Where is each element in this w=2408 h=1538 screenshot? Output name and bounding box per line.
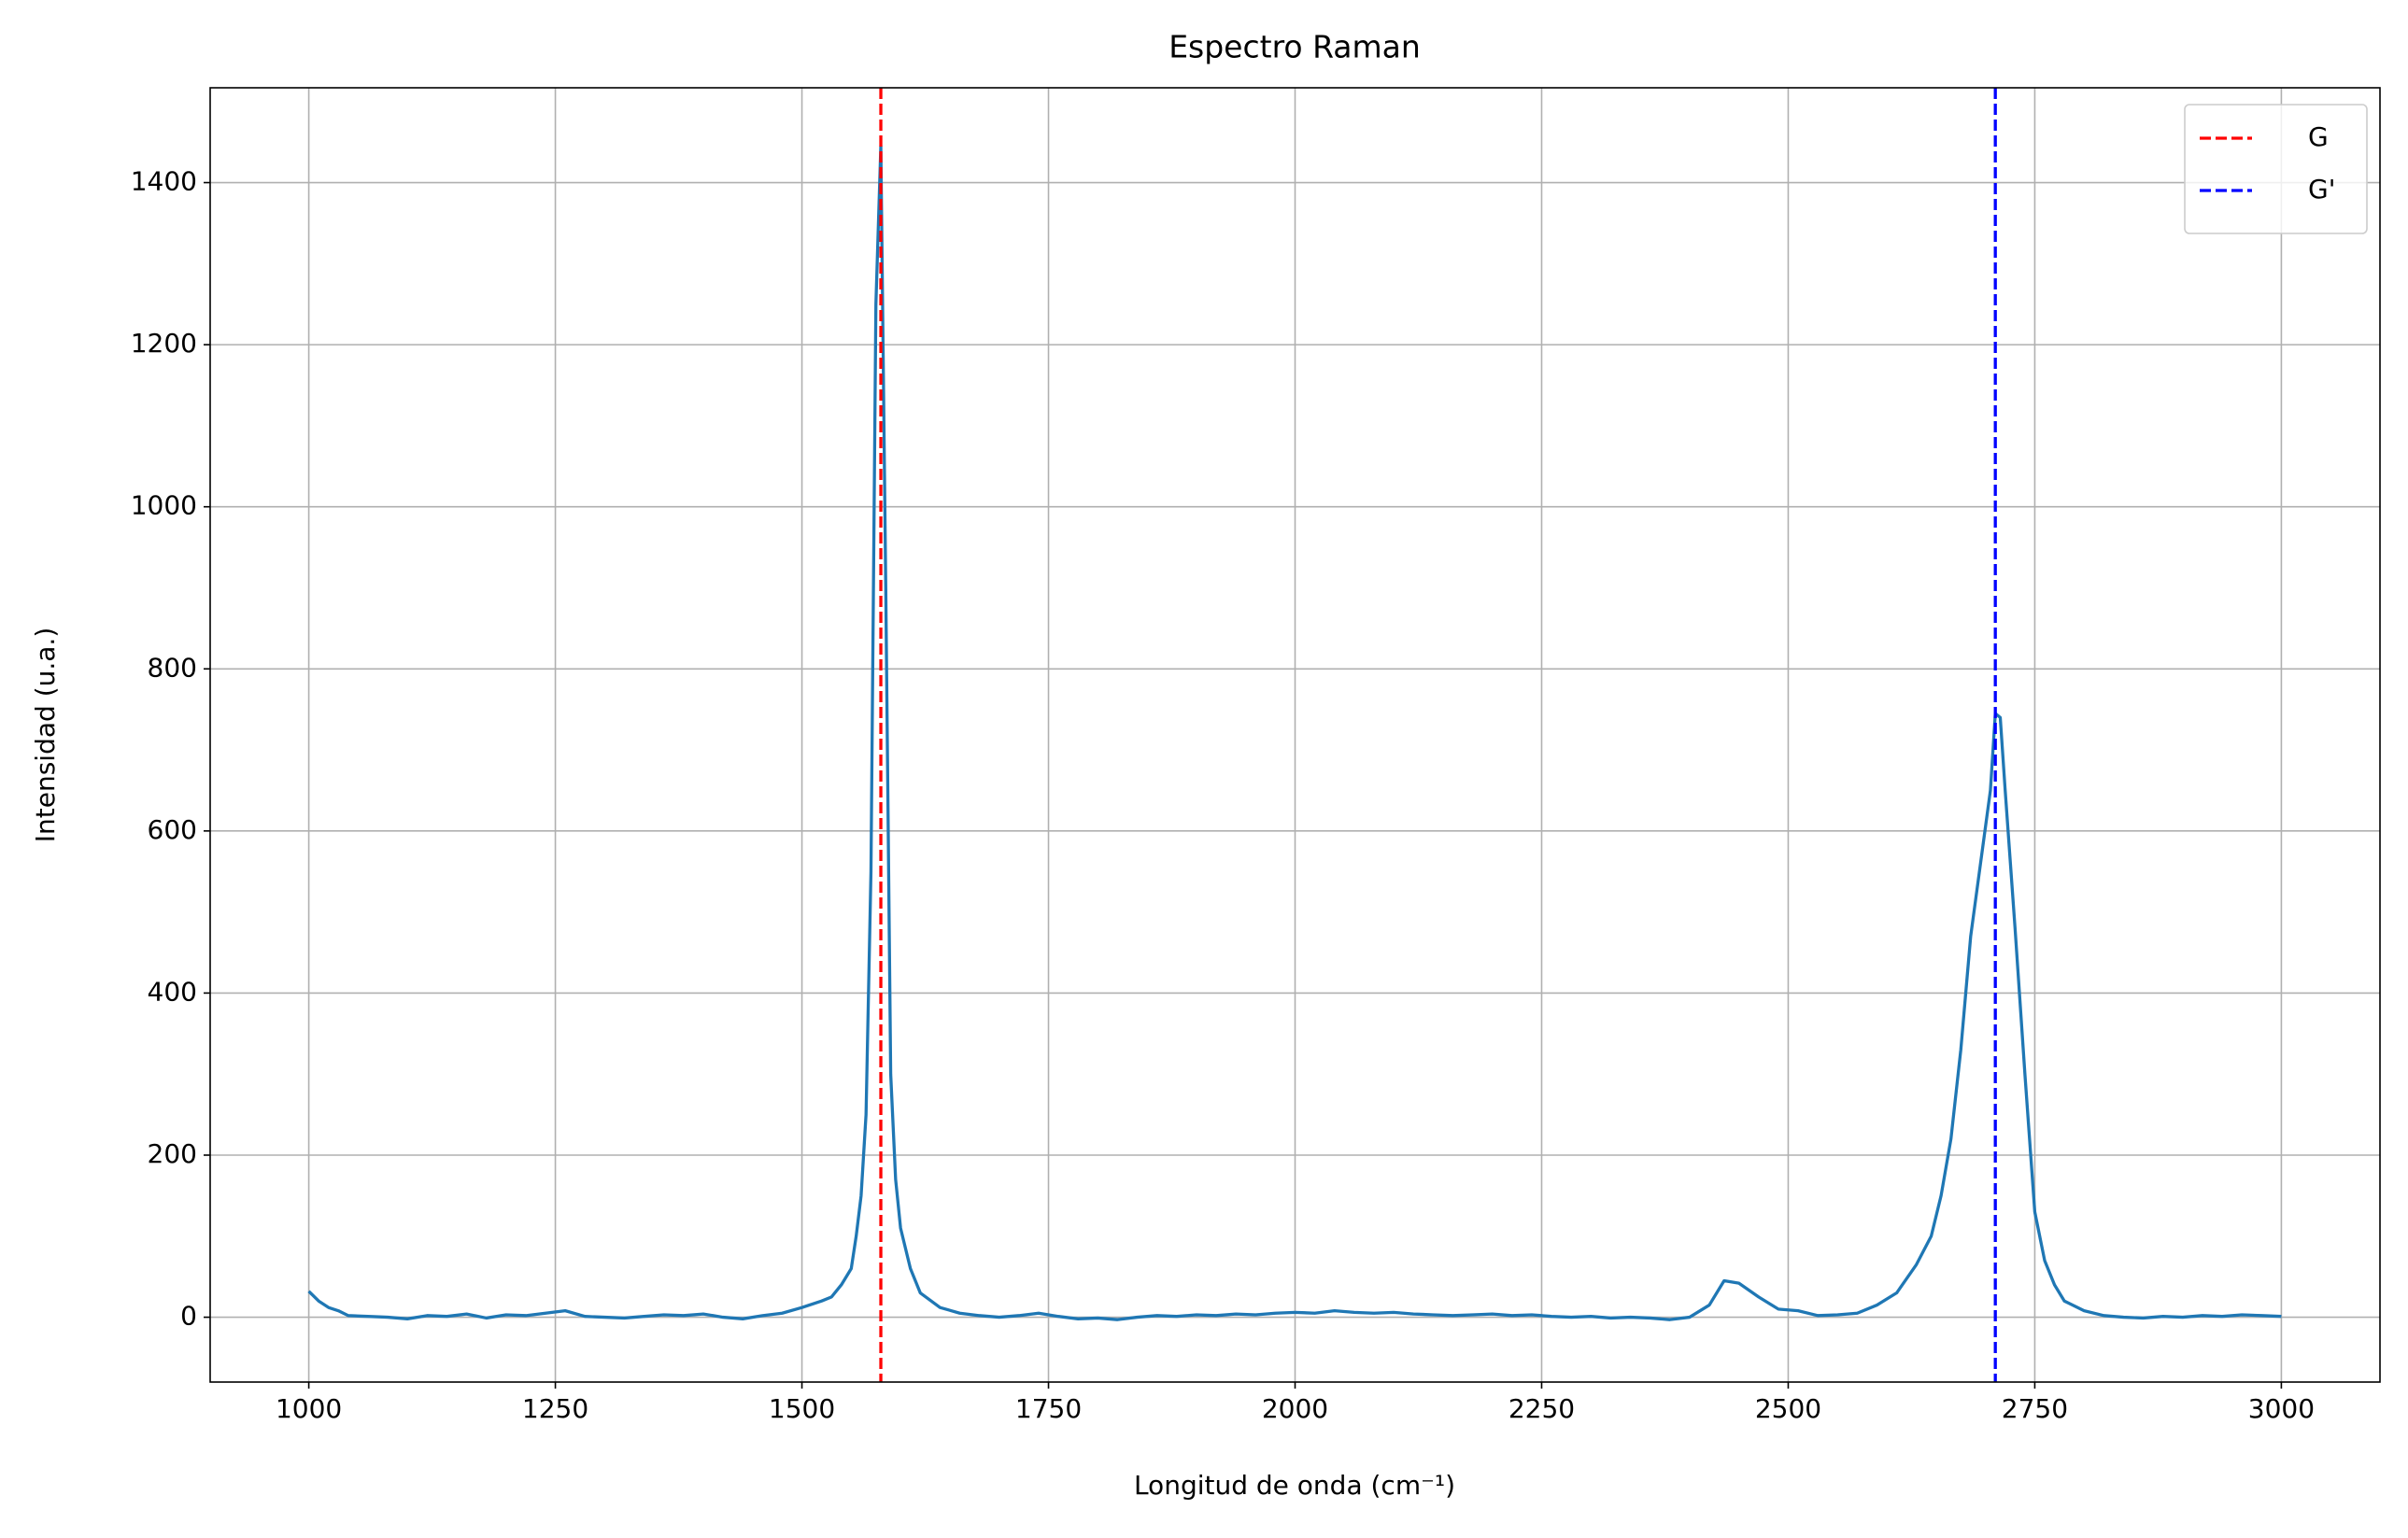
x-tick-label: 2750 [2002,1393,2068,1424]
x-tick-label: 2500 [1755,1393,1821,1424]
x-tick-label: 2000 [1262,1393,1328,1424]
x-tick-label: 1000 [276,1393,342,1424]
y-tick-label: 800 [148,652,197,683]
chart-title: Espectro Raman [1169,29,1421,65]
x-tick-label: 2250 [1509,1393,1575,1424]
y-tick-label: 1000 [131,490,197,521]
x-axis-label: Longitud de onda (cm⁻¹) [1134,1470,1455,1501]
y-tick-label: 200 [148,1138,197,1169]
plot-frame [209,87,2381,1383]
x-tick-label: 1250 [522,1393,588,1424]
y-tick-label: 1400 [131,166,197,197]
series-line [307,144,2282,1321]
y-axis-label: Intensidad (u.a.) [30,628,61,842]
x-tick-label: 1750 [1015,1393,1082,1424]
y-tick-label: 1200 [131,328,197,359]
x-tick-label: 3000 [2248,1393,2315,1424]
y-tick-label: 0 [180,1301,197,1332]
y-tick-label: 400 [148,976,197,1007]
legend-box [2184,104,2368,234]
y-tick-label: 600 [148,814,197,845]
legend-label: G' [2308,174,2335,205]
legend-label: G [2308,121,2329,152]
x-tick-label: 1500 [769,1393,835,1424]
